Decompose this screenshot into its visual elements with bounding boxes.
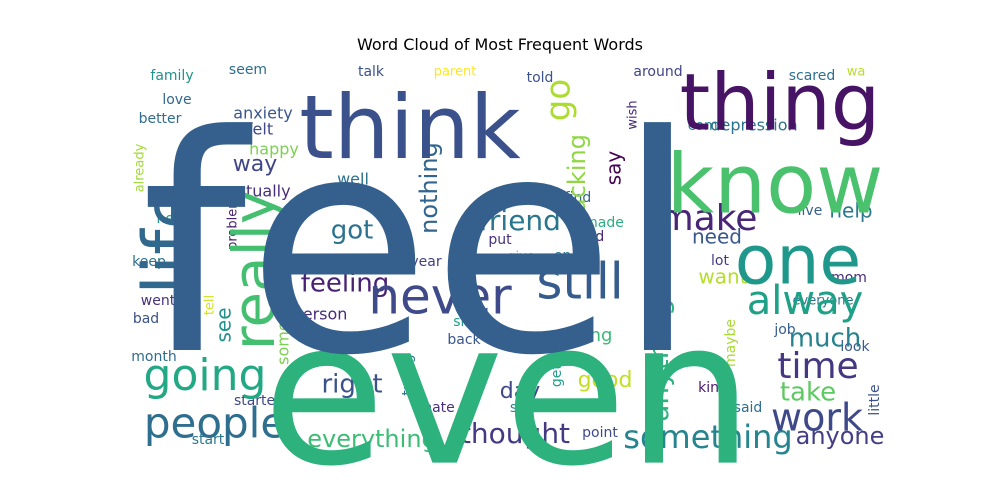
word-scared: scared [789, 68, 836, 84]
chart-title: Word Cloud of Most Frequent Words [356, 35, 643, 54]
word-day: day [500, 379, 540, 404]
word-wish: wish [626, 100, 641, 129]
word-hope: hope [157, 211, 192, 227]
word-need: need [692, 225, 742, 249]
word-make: make [659, 198, 758, 239]
word-everyone: everyone [793, 294, 854, 309]
word-kind: kind [698, 380, 728, 396]
word-depression: depression [710, 116, 797, 135]
word-getting: getting [549, 337, 565, 387]
word-used: used [314, 334, 348, 350]
word-someone: someone [510, 400, 574, 416]
word-month: month [131, 349, 176, 365]
word-little: little [867, 384, 883, 415]
word-everything: everything [307, 425, 437, 453]
word-life: life [128, 185, 212, 295]
word-go: go [539, 79, 579, 121]
word-point: point [582, 425, 618, 441]
word-put: put [488, 232, 512, 248]
word-got: got [331, 216, 374, 246]
word-tell: tell [203, 295, 218, 315]
word-find: find [565, 190, 592, 206]
word-anyone: anyone [796, 422, 885, 450]
word-around: around [633, 64, 682, 80]
word-mom: mom [831, 270, 867, 286]
word-told: told [527, 70, 554, 86]
word-started: started [234, 393, 284, 409]
word-even: even [262, 278, 753, 500]
word-something: something [623, 418, 792, 456]
word-already: already [133, 143, 148, 192]
word-better: better [139, 111, 182, 127]
word-take: take [780, 378, 836, 408]
word-hate: hate [423, 400, 455, 416]
word-wa: wa [847, 65, 866, 80]
word-made: made [584, 215, 624, 231]
word-anything: anything [642, 298, 675, 422]
word-feel: feel [141, 72, 699, 421]
word-thought: thought [460, 417, 570, 450]
word-felt: felt [247, 120, 273, 139]
word-happy: happy [249, 140, 299, 159]
word-much: much [789, 324, 862, 354]
word-trying: trying [400, 354, 416, 395]
word-maybe: maybe [723, 319, 739, 367]
word-live: live [798, 203, 823, 219]
word-start: start [192, 432, 225, 448]
word-never: never [368, 268, 512, 326]
word-see: see [212, 307, 236, 342]
word-parent: parent [434, 65, 477, 80]
word-say: say [602, 151, 626, 186]
word-work: work [771, 396, 863, 440]
word-bad: bad [133, 311, 159, 327]
word-going: going [144, 350, 267, 401]
word-end: end [554, 248, 580, 264]
word-anxiety: anxiety [233, 104, 292, 123]
word-one: one [735, 222, 862, 301]
word-nothing: nothing [415, 142, 443, 234]
word-good: good [578, 368, 633, 393]
word-sometime: sometime [274, 285, 293, 365]
word-way: way [233, 152, 278, 177]
word-alway: alway [747, 278, 864, 324]
word-seem: seem [229, 62, 267, 78]
word-give: give [507, 250, 535, 265]
word-really: really [220, 190, 288, 350]
word-friend: friend [479, 204, 561, 237]
word-thing: thing [680, 58, 881, 148]
word-lot: lot [711, 253, 729, 269]
word-problem: problem [226, 196, 241, 250]
word-feeling: feeling [301, 269, 390, 299]
word-year: year [410, 254, 441, 270]
word-want: want [698, 265, 747, 289]
word-fucking: fucking [563, 134, 591, 222]
word-still: still [536, 253, 623, 311]
word-look: look [840, 339, 870, 355]
word-person: person [293, 305, 348, 324]
word-job: job [773, 322, 795, 338]
word-love: love [162, 92, 191, 108]
word-right: right [321, 370, 382, 400]
word-come: come [688, 118, 727, 134]
word-think: think [299, 76, 521, 179]
word-long: long [574, 325, 613, 346]
word-tried: tried [572, 229, 605, 245]
word-went: went [141, 293, 176, 309]
word-talk: talk [358, 64, 385, 80]
word-keep: keep [132, 254, 166, 270]
word-said: said [734, 400, 763, 416]
word-actually: actually [227, 182, 290, 201]
word-know: know [667, 137, 884, 232]
word-well: well [337, 170, 369, 189]
word-shit: shit [453, 314, 479, 330]
word-people: people [144, 399, 286, 448]
word-help: help [829, 199, 872, 223]
word-family: family [150, 68, 193, 84]
word-time: time [777, 346, 858, 387]
word-back: back [447, 332, 481, 348]
